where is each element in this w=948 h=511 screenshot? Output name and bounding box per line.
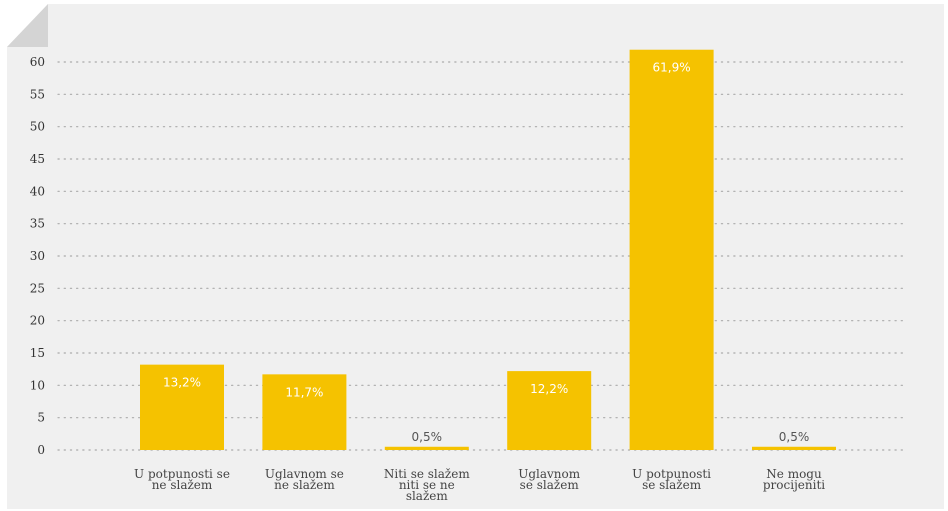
bar-value-label: 61,9% [653,61,691,75]
bar-value-label: 13,2% [163,376,201,390]
y-tick-label: 5 [37,411,45,425]
bar-value-label: 11,7% [285,385,323,399]
y-tick-label: 60 [30,55,45,69]
y-tick-label: 15 [30,346,45,360]
folded-corner [7,4,48,47]
y-tick-label: 0 [37,443,45,457]
category-label: U potpunosti se slažem [632,467,711,492]
value-labels: 13,2% 11,7% 0,5% 12,2% 61,9% 0,5% [163,61,809,444]
y-tick-label: 30 [30,249,45,263]
category-label: Uglavnom se ne slažem [265,467,344,492]
bar [629,49,714,451]
y-axis-ticks: 0 5 10 15 20 25 30 35 40 45 50 55 60 [30,55,45,457]
bar [507,371,592,450]
y-tick-label: 10 [30,378,45,392]
bar [384,446,469,450]
bar-value-label: 12,2% [530,382,568,396]
category-label: U potpunosti se ne slažem [134,467,230,492]
bar [752,446,836,450]
category-label: Uglavnom se slažem [518,467,581,492]
bar [262,374,347,450]
bar-value-label: 0,5% [779,430,810,444]
y-tick-label: 35 [30,217,45,231]
bar-value-label: 0,5% [412,430,443,444]
bars [140,49,836,451]
y-tick-label: 45 [30,152,45,166]
y-tick-label: 40 [30,184,45,198]
category-label: Niti se slažem niti se ne slažem [384,467,470,503]
bar [140,364,224,450]
category-labels: U potpunosti se ne slažem Uglavnom se ne sl… [134,467,825,503]
gridlines [57,61,905,451]
category-label: Ne mogu procijeniti [763,467,825,492]
y-tick-label: 50 [30,120,45,134]
y-tick-label: 55 [30,87,45,101]
y-tick-label: 25 [30,281,45,295]
y-tick-label: 20 [30,314,45,328]
